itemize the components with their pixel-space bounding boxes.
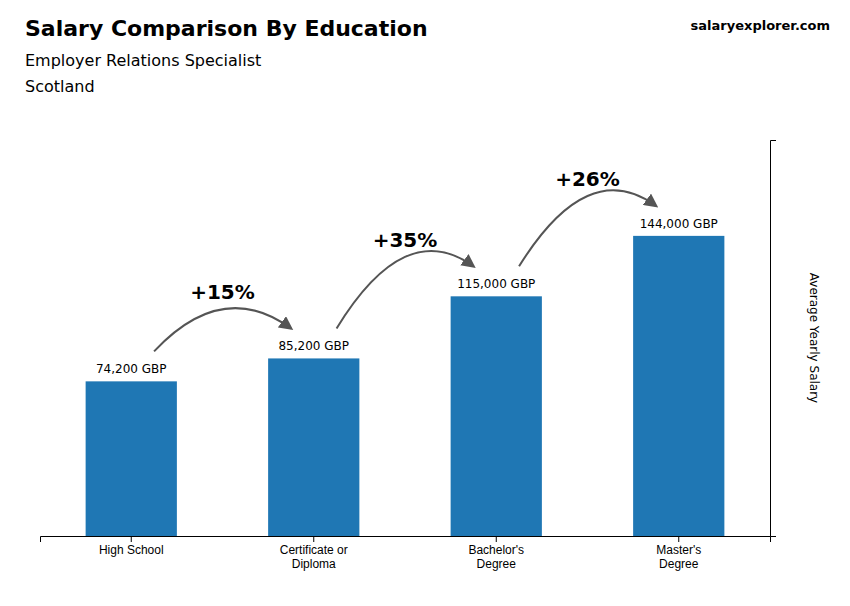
x-tick-label-line: Certificate or bbox=[280, 543, 348, 557]
annotations: +15% +35% +26% bbox=[154, 167, 656, 351]
x-tick-label-line: High School bbox=[99, 543, 164, 557]
x-tick-label-line: Degree bbox=[659, 557, 699, 571]
x-tick: High School bbox=[99, 536, 164, 557]
site-part: explorer bbox=[735, 18, 797, 33]
data-label: 115,000 GBP bbox=[457, 277, 535, 291]
x-tick-mark bbox=[313, 536, 314, 542]
x-tick-label: Bachelor'sDegree bbox=[468, 543, 524, 571]
plot: High School Certificate orDiploma Bachelor… bbox=[41, 141, 777, 571]
data-label: 144,000 GBP bbox=[640, 217, 718, 231]
annotation: +15% bbox=[190, 280, 255, 304]
x-tick: Master'sDegree bbox=[656, 536, 701, 571]
subtitle: Employer Relations Specialist bbox=[25, 51, 261, 70]
x-tick-label: Master'sDegree bbox=[656, 543, 701, 571]
annotation-arrow bbox=[154, 308, 291, 351]
bars bbox=[86, 236, 725, 536]
annotation: +35% bbox=[373, 228, 438, 252]
x-tick-mark bbox=[678, 536, 679, 542]
x-tick-label-line: Bachelor's bbox=[468, 543, 524, 557]
title: Salary Comparison By Education bbox=[25, 16, 428, 41]
y-axis bbox=[771, 141, 777, 537]
x-axis-line bbox=[41, 537, 771, 543]
x-tick-mark bbox=[496, 536, 497, 542]
annotation-arrow bbox=[519, 190, 656, 266]
annotation-arrow bbox=[337, 251, 474, 329]
bar bbox=[451, 296, 542, 536]
x-tick-label-line: Diploma bbox=[292, 557, 336, 571]
bar bbox=[268, 358, 359, 536]
x-tick-label-line: Degree bbox=[477, 557, 517, 571]
x-tick-label-line: Master's bbox=[656, 543, 701, 557]
site-part: .com bbox=[795, 18, 830, 33]
x-tick: Certificate orDiploma bbox=[280, 536, 348, 571]
bar bbox=[633, 236, 724, 536]
site-part: salary bbox=[691, 18, 736, 33]
annotation: +26% bbox=[555, 167, 620, 191]
location: Scotland bbox=[25, 77, 95, 96]
x-tick-mark bbox=[131, 536, 132, 542]
y-axis-line bbox=[771, 141, 777, 537]
x-axis: High School Certificate orDiploma Bachelor… bbox=[41, 536, 771, 571]
chart: Salary Comparison By Education Employer R… bbox=[0, 0, 850, 606]
data-labels: 74,200 GBP 85,200 GBP 115,000 GBP 144,000 G… bbox=[96, 217, 718, 376]
data-label: 74,200 GBP bbox=[96, 362, 167, 376]
x-tick: Bachelor'sDegree bbox=[468, 536, 524, 571]
site: salaryexplorer.com bbox=[691, 18, 830, 33]
y-axis-title: Average Yearly Salary bbox=[807, 273, 821, 403]
data-label: 85,200 GBP bbox=[278, 339, 349, 353]
x-tick-label: High School bbox=[99, 543, 164, 557]
x-tick-label: Certificate orDiploma bbox=[280, 543, 348, 571]
bar bbox=[86, 381, 177, 536]
